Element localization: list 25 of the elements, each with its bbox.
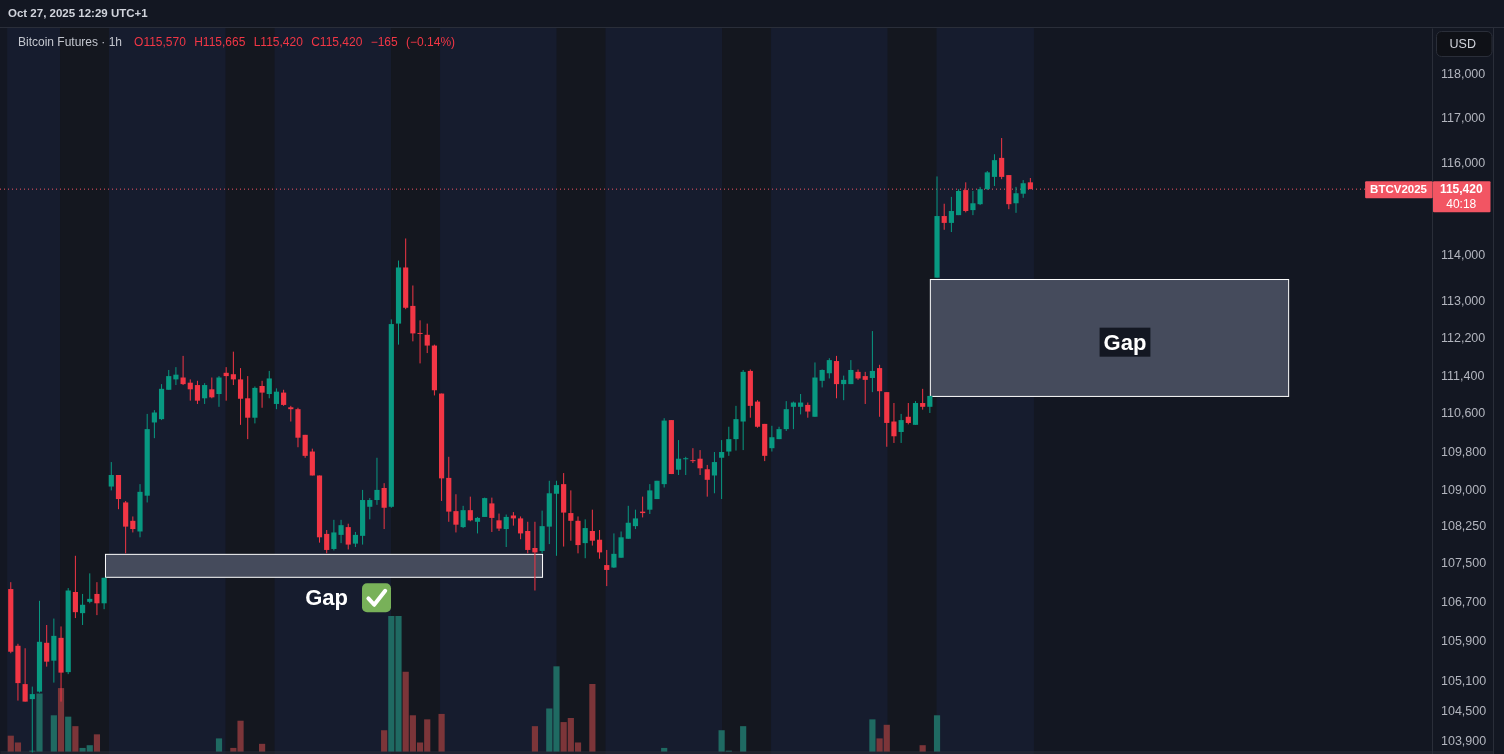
y-tick-label: 114,000 [1441,247,1486,262]
y-tick-label: 104,500 [1441,704,1487,719]
y-tick-label: 112,200 [1441,331,1486,346]
y-tick-label: 117,000 [1441,111,1486,126]
y-tick-label: 106,700 [1441,594,1487,609]
y-axis-title: USD [1449,37,1476,52]
y-tick-label: 109,000 [1441,482,1487,497]
y-tick-label: 108,250 [1441,519,1487,534]
annotation: 115,420 [1439,182,1483,197]
y-tick-label: 111,400 [1441,368,1485,383]
y-tick-label: 118,000 [1441,66,1486,81]
y-tick-label: 109,800 [1441,444,1487,459]
y-tick-label: 103,900 [1441,734,1487,749]
y-tick-label: 105,100 [1441,674,1487,689]
text: Oct 27, 2025 12:29 UTC+1 [8,7,149,20]
y-tick-label: 116,000 [1441,156,1486,171]
text: O115,570 H115,665 L115,420 C115,420 −165 (−0.14%) [134,35,456,50]
annotation: 40:18 [1446,197,1477,212]
text: Bitcoin Futures · 1h [18,35,123,50]
legend-label: Gap [305,585,349,611]
ref-line-label: BTCV2025 [1370,183,1428,196]
y-tick-label: 105,900 [1441,634,1487,649]
y-tick-label: 110,600 [1441,406,1486,421]
y-tick-label: 113,000 [1441,293,1486,308]
y-tick-label: 107,500 [1441,555,1487,570]
